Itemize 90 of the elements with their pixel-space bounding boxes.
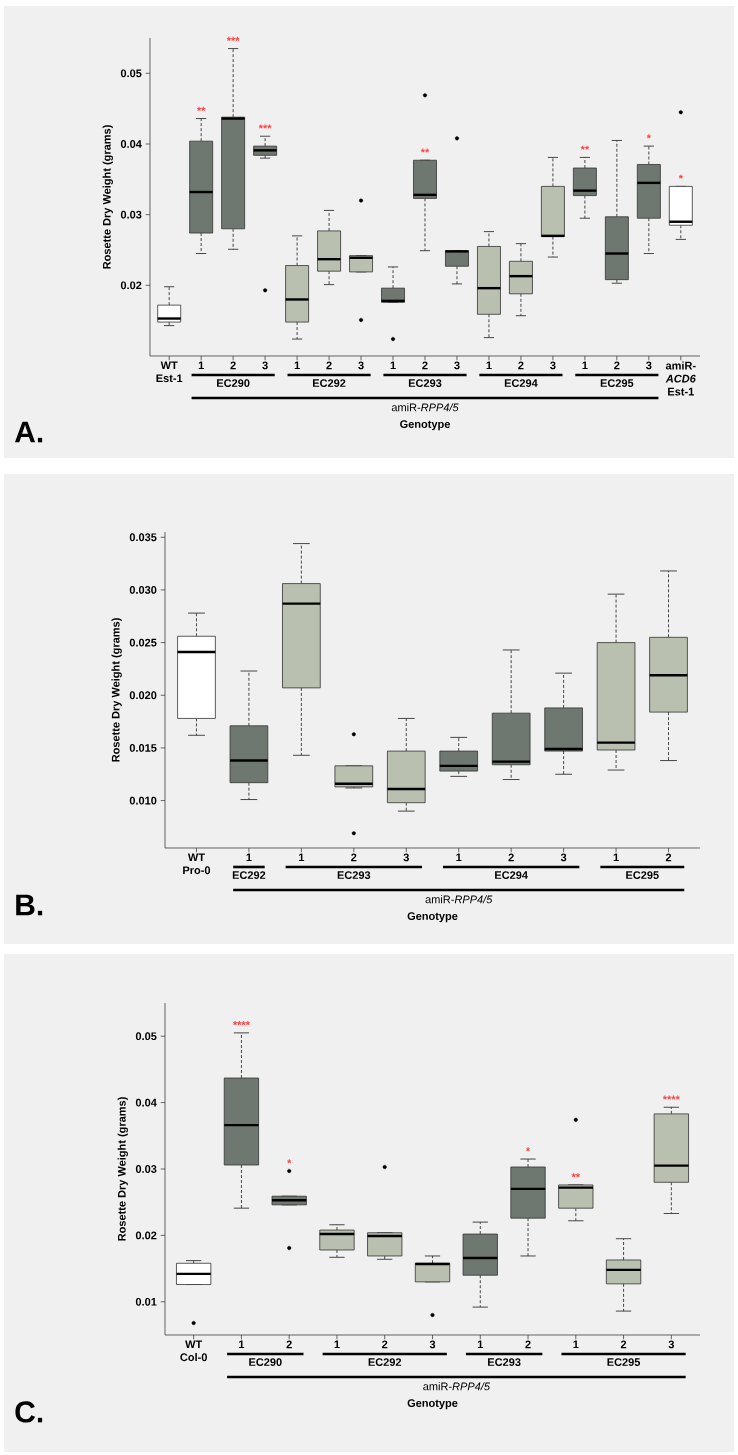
y-tick-label: 0.03 xyxy=(120,210,142,219)
x-tick-label: 1 xyxy=(456,853,462,862)
y-tick-label: 0.035 xyxy=(129,533,157,542)
x-tick-label: 1 xyxy=(573,1340,579,1349)
x-tick-label: 1 xyxy=(477,1340,484,1349)
text: EC294 xyxy=(495,871,528,879)
x-tick-label: 2 xyxy=(422,361,428,370)
x-tick-label: 2 xyxy=(665,853,672,862)
text: B. xyxy=(16,894,43,916)
text: EC292 xyxy=(312,379,346,387)
y-tick-label: 0.05 xyxy=(135,1032,157,1041)
x-tick-label: amiR-ACD6 Est-1 xyxy=(665,361,696,396)
x-tick-label: 2 xyxy=(286,1340,292,1349)
x-tick-label: 1 xyxy=(334,1340,340,1349)
text: EC292 xyxy=(232,871,266,879)
x-tick-label: 3 xyxy=(454,361,460,370)
text: EC295 xyxy=(600,379,634,387)
text: EC290 xyxy=(249,1358,282,1366)
text: EC293 xyxy=(337,871,371,879)
x-tick-label: 1 xyxy=(246,853,252,862)
x-tick-label: 3 xyxy=(262,361,268,370)
text: * xyxy=(646,134,651,139)
text: EC292 xyxy=(368,1358,402,1366)
x-tick-label: 2 xyxy=(518,361,524,370)
text: ** xyxy=(420,148,430,153)
text: EC293 xyxy=(488,1358,521,1366)
y-tick-label: 0.01 xyxy=(135,1297,157,1306)
y-tick-label: 0.05 xyxy=(120,69,142,78)
x-tick-label: 2 xyxy=(326,361,332,370)
text: EC290 xyxy=(217,379,250,387)
text: **** xyxy=(232,1021,250,1026)
y-axis-title: Rosette Dry Weight (grams) xyxy=(117,1097,128,1241)
x-tick-label: 2 xyxy=(614,361,620,370)
y-tick-label: 0.04 xyxy=(120,140,142,148)
text: C. xyxy=(15,1401,43,1423)
y-tick-label: 0.010 xyxy=(129,796,157,805)
x-tick-label: 3 xyxy=(550,361,556,370)
x-tick-label: WT Est-1 xyxy=(156,361,183,383)
x-axis-title: Genotype xyxy=(407,1399,458,1410)
y-tick-label: 0.015 xyxy=(129,744,157,752)
x-tick-label: 1 xyxy=(198,361,204,370)
x-tick-label: 3 xyxy=(358,361,364,370)
x-axis-title: Genotype xyxy=(400,420,450,431)
x-tick-label: 2 xyxy=(230,361,236,370)
y-tick-label: 0.025 xyxy=(129,638,157,647)
y-axis-title: Rosette Dry Weight (grams) xyxy=(111,618,122,762)
x-tick-label: 3 xyxy=(429,1340,436,1349)
x-tick-label: 1 xyxy=(294,361,300,370)
y-tick-label: 0.04 xyxy=(135,1098,157,1107)
text: EC294 xyxy=(504,379,538,387)
y-tick-label: 0.030 xyxy=(129,586,157,594)
x-tick-label: 2 xyxy=(382,1340,388,1349)
y-axis-title: Rosette Dry Weight (grams) xyxy=(102,125,113,269)
x-tick-label: 1 xyxy=(390,361,396,370)
text: * xyxy=(525,1147,531,1152)
text: * xyxy=(678,174,683,179)
text: amiR-RPP4/5 xyxy=(425,895,493,904)
x-axis-title: Genotype xyxy=(407,912,458,923)
x-tick-label: WT Col-0 xyxy=(180,1340,207,1362)
x-tick-label: 3 xyxy=(560,853,567,862)
text: EC293 xyxy=(408,379,442,387)
y-tick-label: 0.02 xyxy=(135,1231,157,1240)
text: amiR-RPP4/5 xyxy=(391,403,459,412)
x-tick-label: 1 xyxy=(239,1340,245,1349)
text: EC295 xyxy=(626,871,659,879)
x-tick-label: 3 xyxy=(668,1340,674,1349)
text: ** xyxy=(580,145,590,150)
x-tick-label: 3 xyxy=(646,361,652,370)
x-tick-label: 2 xyxy=(620,1340,627,1349)
text: **** xyxy=(662,1095,680,1100)
x-tick-label: 1 xyxy=(486,361,492,370)
x-tick-label: 1 xyxy=(582,361,588,370)
text: *** xyxy=(258,124,272,129)
x-tick-label: 1 xyxy=(299,853,305,862)
text: EC295 xyxy=(607,1358,641,1366)
x-tick-label: 1 xyxy=(613,853,619,862)
text: A. xyxy=(14,421,43,443)
x-tick-label: 3 xyxy=(403,853,409,862)
y-tick-label: 0.020 xyxy=(129,691,157,700)
x-tick-label: 2 xyxy=(508,853,514,862)
y-tick-label: 0.02 xyxy=(120,281,142,290)
x-tick-label: 2 xyxy=(525,1340,531,1349)
x-tick-label: 2 xyxy=(351,853,357,862)
text: *** xyxy=(226,36,240,41)
x-tick-label: WT Pro-0 xyxy=(183,853,211,875)
text: * xyxy=(287,1159,292,1164)
y-tick-label: 0.03 xyxy=(135,1165,157,1173)
text: amiR-RPP4/5 xyxy=(423,1382,491,1391)
text: ** xyxy=(571,1173,581,1178)
text: ** xyxy=(196,106,206,111)
